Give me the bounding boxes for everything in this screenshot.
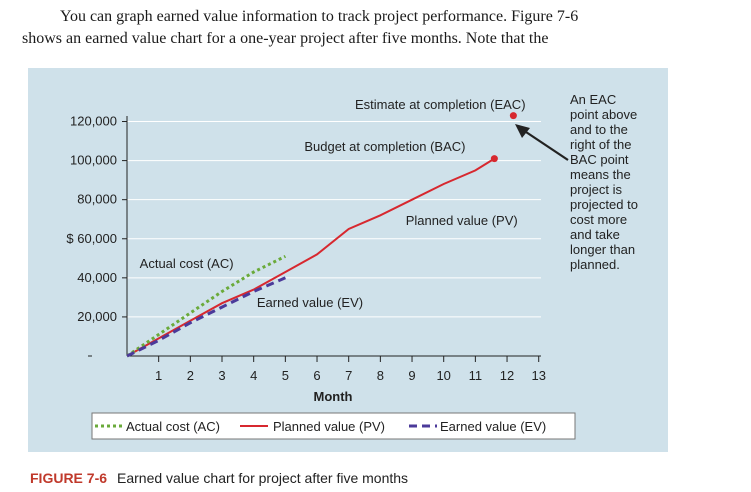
x-tick-label-4: 4 xyxy=(250,368,257,383)
side-note-line-1: point above xyxy=(570,107,637,122)
y-tick-label-0: 20,000 xyxy=(77,309,117,324)
x-tick-label-12: 12 xyxy=(500,368,514,383)
x-tick-label-13: 13 xyxy=(531,368,545,383)
point-eac xyxy=(509,112,517,120)
annotation-1: Budget at completion (BAC) xyxy=(304,139,465,154)
legend-box xyxy=(91,412,576,440)
chart-panel-background xyxy=(28,68,668,452)
annotation-0: Estimate at completion (EAC) xyxy=(355,97,526,112)
legend-label-1: Planned value (PV) xyxy=(273,419,385,434)
axis-layer: 20,000 40,000 $ 60,000 80,000 100,000 120,000… xyxy=(66,114,546,383)
figure-label: FIGURE 7-6 xyxy=(30,470,108,486)
intro-text: You can graph earned value information t… xyxy=(22,6,737,50)
series-line-earned-value-ev xyxy=(126,276,286,358)
series-line-actual-cost-ac xyxy=(126,254,287,358)
side-note-line-11: planned. xyxy=(570,257,620,272)
legend: Actual cost (AC) Planned value (PV) Earned… xyxy=(91,412,576,440)
y-tick-label-4: 100,000 xyxy=(70,153,117,168)
x-tick-label-6: 6 xyxy=(313,368,320,383)
legend-label-2: Earned value (EV) xyxy=(440,419,546,434)
series-line-planned-value-pv xyxy=(126,157,495,357)
y-tick-label-5: 120,000 xyxy=(70,114,117,129)
x-tick-label-9: 9 xyxy=(408,368,415,383)
side-note-line-5: means the xyxy=(570,167,631,182)
point-bac xyxy=(490,155,498,163)
point-layer xyxy=(490,112,517,163)
annotation-layer: Estimate at completion (EAC) Budget at co… xyxy=(140,97,526,310)
x-tick-label-7: 7 xyxy=(345,368,352,383)
y-tick-label-1: 40,000 xyxy=(77,270,117,285)
side-note-line-10: longer than xyxy=(570,242,635,257)
eac-callout-arrow xyxy=(519,127,569,161)
x-tick-label-11: 11 xyxy=(469,368,483,383)
x-tick-label-1: 1 xyxy=(155,368,162,383)
y-tick-label-3: 80,000 xyxy=(77,192,117,207)
side-note-line-4: BAC point xyxy=(570,152,629,167)
intro-line-1: You can graph earned value information t… xyxy=(60,8,579,25)
x-tick-label-2: 2 xyxy=(187,368,194,383)
intro-line-2: shows an earned value chart for a one-ye… xyxy=(22,30,549,47)
eac-callout-arrowhead xyxy=(515,124,530,138)
y-tick-label-2: $ 60,000 xyxy=(66,231,117,246)
annotation-3: Actual cost (AC) xyxy=(140,256,234,271)
x-axis-label: Month xyxy=(314,389,353,404)
side-note-line-9: and take xyxy=(570,227,620,242)
side-note-line-8: cost more xyxy=(570,212,627,227)
side-note-line-3: right of the xyxy=(570,137,631,152)
series-layer xyxy=(126,157,495,358)
x-tick-label-8: 8 xyxy=(377,368,384,383)
legend-label-0: Actual cost (AC) xyxy=(126,419,220,434)
side-note-line-0: An EAC xyxy=(570,92,616,107)
x-tick-label-3: 3 xyxy=(218,368,225,383)
annotation-4: Earned value (EV) xyxy=(257,295,363,310)
side-note-line-6: project is xyxy=(570,182,623,197)
annotation-2: Planned value (PV) xyxy=(406,213,518,228)
figure-caption-text: Earned value chart for project after fiv… xyxy=(117,470,409,486)
side-note-line-7: projected to xyxy=(570,197,638,212)
x-tick-label-10: 10 xyxy=(436,368,450,383)
x-tick-label-5: 5 xyxy=(282,368,289,383)
figure-caption: FIGURE 7-6 Earned value chart for project… xyxy=(30,470,408,486)
side-note-line-2: and to the xyxy=(570,122,628,137)
